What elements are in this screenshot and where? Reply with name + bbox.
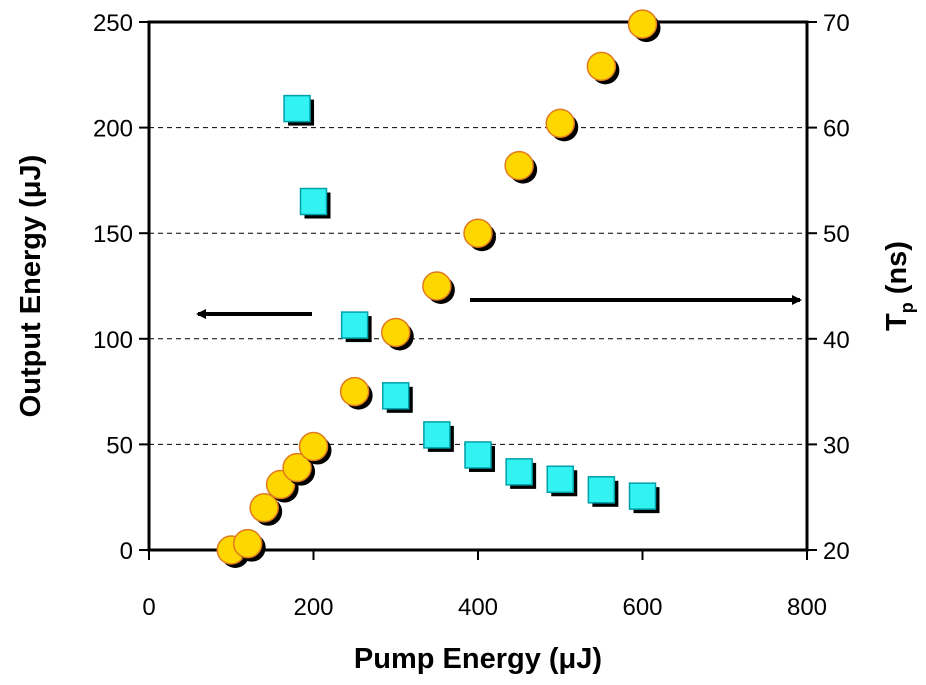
x-tick-label: 400	[458, 594, 498, 621]
y2-tick-label: 20	[823, 538, 850, 565]
circle-point	[249, 493, 279, 523]
circle-point	[545, 108, 575, 139]
circle-point	[422, 271, 452, 301]
y-axis-title: Output Energy (μJ)	[15, 155, 47, 418]
circle-point	[339, 376, 370, 407]
circle-point	[232, 528, 263, 559]
square-point	[505, 458, 533, 486]
circle-point	[463, 218, 493, 248]
square-point	[299, 187, 328, 216]
x-tick-label: 200	[293, 594, 333, 621]
y-tick-label: 150	[93, 221, 133, 248]
y-tick-label: 50	[106, 432, 133, 459]
y-tick-label: 250	[93, 10, 133, 37]
y2-tick-label: 30	[823, 432, 850, 459]
y-tick-label: 0	[120, 538, 133, 565]
y2-tick-label: 70	[823, 10, 850, 37]
square-point	[340, 311, 369, 339]
square-point	[423, 421, 451, 449]
circle-point	[381, 317, 411, 348]
y2-tick-label: 60	[823, 116, 850, 143]
circle-point	[298, 431, 329, 462]
square-point	[546, 465, 574, 493]
y2-axis-title-main: T	[881, 313, 913, 331]
y2-axis-title: Tp (ns)	[881, 241, 917, 331]
circle-point	[282, 452, 312, 483]
y2-axis-title-unit: (ns)	[881, 241, 913, 302]
y2-axis-title-sub: p	[897, 302, 917, 313]
x-tick-label: 800	[787, 594, 827, 621]
y-tick-label: 200	[93, 116, 133, 143]
y2-tick-label: 50	[823, 221, 850, 248]
data-marks	[216, 9, 661, 568]
square-point	[283, 94, 311, 123]
tick-labels: 0 50 100 150 200 250 20 30 40 50 60 70 0 200 400 600 800	[93, 10, 850, 621]
y2-tick-label: 40	[823, 327, 850, 354]
square-point	[587, 476, 616, 504]
y-tick-label: 100	[93, 327, 133, 354]
circle-point	[504, 150, 534, 181]
circle-point	[627, 9, 658, 39]
circle-point	[586, 51, 617, 82]
square-point	[464, 441, 492, 469]
square-point	[382, 382, 410, 410]
gridlines	[149, 127, 807, 445]
axis-arrows	[196, 295, 802, 319]
x-tick-label: 600	[622, 594, 662, 621]
axis-ticks	[139, 21, 817, 560]
x-tick-label: 0	[142, 594, 155, 621]
square-point	[628, 482, 657, 510]
x-axis-title: Pump Energy (μJ)	[354, 643, 602, 675]
